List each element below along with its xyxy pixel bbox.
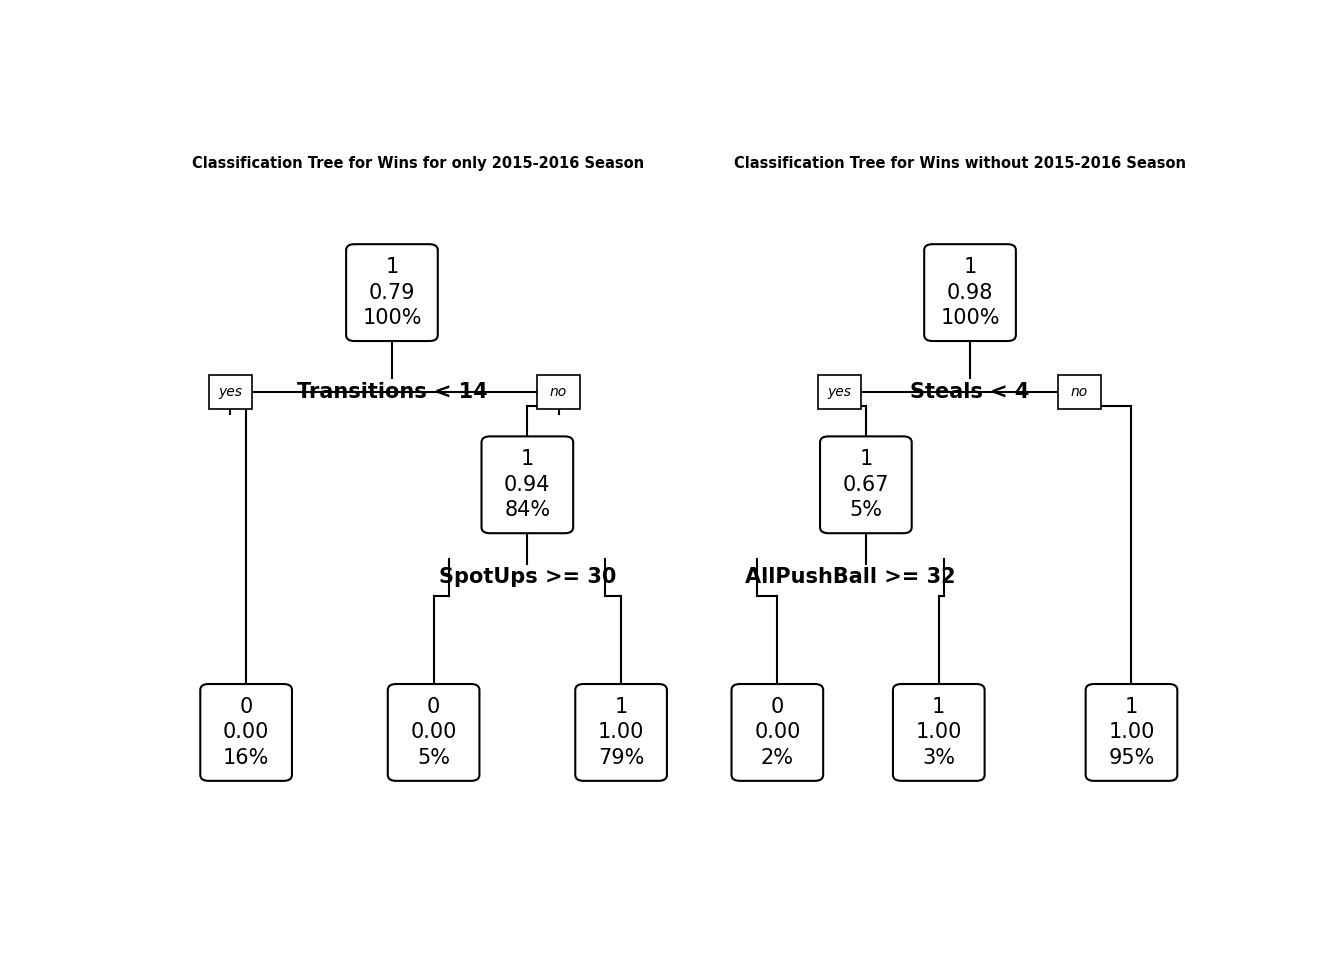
- Text: no: no: [1071, 385, 1089, 399]
- Text: 0
0.00
2%: 0 0.00 2%: [754, 697, 801, 768]
- Text: 1
0.67
5%: 1 0.67 5%: [843, 449, 890, 520]
- Text: 1
0.94
84%: 1 0.94 84%: [504, 449, 551, 520]
- Text: yes: yes: [828, 385, 852, 399]
- FancyBboxPatch shape: [820, 437, 911, 533]
- Text: 0
0.00
16%: 0 0.00 16%: [223, 697, 269, 768]
- FancyBboxPatch shape: [731, 684, 823, 780]
- Text: 0
0.00
5%: 0 0.00 5%: [410, 697, 457, 768]
- FancyBboxPatch shape: [892, 684, 985, 780]
- Text: 1
0.79
100%: 1 0.79 100%: [362, 257, 422, 328]
- FancyBboxPatch shape: [818, 375, 862, 409]
- FancyBboxPatch shape: [200, 684, 292, 780]
- Text: 1
0.98
100%: 1 0.98 100%: [941, 257, 1000, 328]
- Text: Classification Tree for Wins without 2015-2016 Season: Classification Tree for Wins without 201…: [734, 156, 1185, 171]
- FancyBboxPatch shape: [1086, 684, 1177, 780]
- Text: 1
1.00
79%: 1 1.00 79%: [598, 697, 644, 768]
- FancyBboxPatch shape: [347, 244, 438, 341]
- Text: Transitions < 14: Transitions < 14: [297, 382, 488, 402]
- FancyBboxPatch shape: [481, 437, 573, 533]
- FancyBboxPatch shape: [575, 684, 667, 780]
- Text: SpotUps >= 30: SpotUps >= 30: [438, 567, 616, 588]
- FancyBboxPatch shape: [538, 375, 581, 409]
- Text: 1
1.00
95%: 1 1.00 95%: [1109, 697, 1154, 768]
- FancyBboxPatch shape: [1058, 375, 1101, 409]
- FancyBboxPatch shape: [210, 375, 251, 409]
- Text: 1
1.00
3%: 1 1.00 3%: [915, 697, 962, 768]
- Text: yes: yes: [219, 385, 242, 399]
- FancyBboxPatch shape: [388, 684, 480, 780]
- Text: Steals < 4: Steals < 4: [910, 382, 1030, 402]
- Text: no: no: [550, 385, 567, 399]
- Text: AllPushBall >= 32: AllPushBall >= 32: [745, 567, 956, 588]
- FancyBboxPatch shape: [925, 244, 1016, 341]
- Text: Classification Tree for Wins for only 2015-2016 Season: Classification Tree for Wins for only 20…: [192, 156, 644, 171]
